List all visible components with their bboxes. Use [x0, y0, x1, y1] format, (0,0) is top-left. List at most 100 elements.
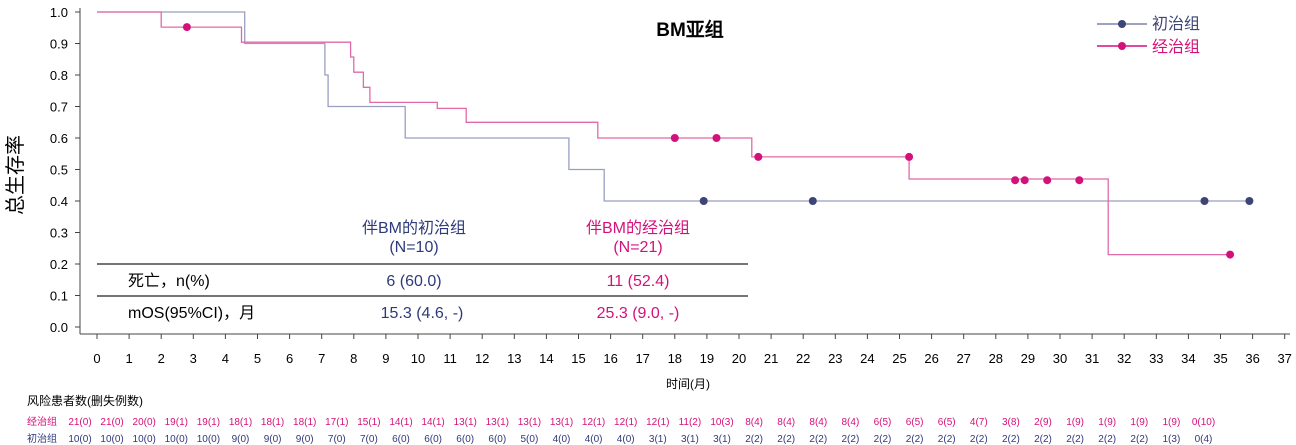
- risk-cell: 5(0): [521, 434, 539, 445]
- risk-cell: 18(1): [229, 417, 252, 428]
- risk-cell: 2(2): [809, 434, 827, 445]
- x-tick-label: 7: [318, 351, 325, 366]
- x-tick-label: 28: [989, 351, 1003, 366]
- risk-cell: 15(1): [357, 417, 380, 428]
- risk-cell: 19(1): [197, 417, 220, 428]
- risk-cell: 4(7): [970, 417, 988, 428]
- risk-cell: 2(2): [1002, 434, 1020, 445]
- risk-row-label: 经治组: [27, 415, 57, 428]
- series-layer: [97, 11, 1254, 259]
- survival-curve-treated: [97, 11, 1231, 256]
- summary-row-death-v2: 11 (52.4): [607, 273, 670, 290]
- risk-cell: 2(2): [842, 434, 860, 445]
- risk-cell: 11(2): [679, 417, 702, 428]
- x-tick-label: 25: [892, 351, 906, 366]
- risk-cell: 10(3): [710, 417, 733, 428]
- y-tick-label: 0.7: [50, 100, 68, 115]
- summary-row-death-v1: 6 (60.0): [386, 273, 441, 290]
- x-tick-label: 32: [1117, 351, 1131, 366]
- x-tick-label: 15: [571, 351, 585, 366]
- x-tick-label: 12: [475, 351, 489, 366]
- x-tick-group: 0 1 2 3 4 5 6 7 8 9 10 11 12 13 14 15 16 17 18 19 20 21 22 23 24…: [93, 334, 1292, 366]
- x-tick-label: 20: [732, 351, 746, 366]
- risk-cell: 0(4): [1195, 434, 1213, 445]
- x-tick-label: 30: [1053, 351, 1067, 366]
- risk-table: 经治组 21(0) 21(0) 20(0) 19(1) 19(1) 18(1) 18(1) 18…: [27, 415, 1215, 445]
- risk-cell: 21(0): [68, 417, 91, 428]
- y-tick-label: 0.0: [50, 320, 68, 335]
- risk-cell: 2(2): [745, 434, 763, 445]
- censor-mark-treated: [1011, 176, 1020, 185]
- risk-cell: 12(1): [582, 417, 605, 428]
- risk-cell: 2(2): [777, 434, 795, 445]
- risk-cell: 18(1): [261, 417, 284, 428]
- x-tick-label: 22: [796, 351, 810, 366]
- y-axis-label: 总生存率: [4, 135, 27, 215]
- x-tick-label: 1: [125, 351, 132, 366]
- risk-cell: 9(0): [264, 434, 282, 445]
- summary-row-death-label: 死亡，n(%): [128, 272, 210, 290]
- risk-cell: 6(0): [424, 434, 442, 445]
- x-tick-label: 21: [764, 351, 778, 366]
- risk-cell: 6(0): [392, 434, 410, 445]
- risk-cell: 19(1): [165, 417, 188, 428]
- risk-cell: 8(4): [745, 417, 763, 428]
- risk-cell: 10(0): [165, 434, 188, 445]
- censor-mark-treated: [182, 23, 191, 32]
- risk-cell: 7(0): [360, 434, 378, 445]
- legend-marker-initial: [1118, 20, 1126, 28]
- risk-cell: 9(0): [296, 434, 314, 445]
- legend-label-treated: 经治组: [1152, 38, 1200, 56]
- y-tick-label: 0.2: [50, 257, 68, 272]
- x-tick-label: 27: [956, 351, 970, 366]
- y-tick-group: 0.0 0.1 0.2 0.3 0.4 0.5 0.6 0.7 0.8 0.9 1.0: [50, 5, 80, 335]
- y-tick-label: 0.3: [50, 226, 68, 241]
- risk-cell: 1(9): [1066, 417, 1084, 428]
- risk-cell: 10(0): [100, 434, 123, 445]
- censor-mark-initial: [1245, 197, 1254, 205]
- risk-cell: 2(2): [1066, 434, 1084, 445]
- x-tick-label: 2: [158, 351, 165, 366]
- risk-cell: 10(0): [197, 434, 220, 445]
- risk-cell: 2(2): [1098, 434, 1116, 445]
- censor-mark-treated: [712, 134, 721, 142]
- summary-col2-header: 伴BM的经治组: [586, 219, 690, 237]
- risk-cell: 12(1): [614, 417, 637, 428]
- x-tick-label: 14: [539, 351, 553, 366]
- risk-cell: 0(10): [1192, 417, 1215, 428]
- risk-cell: 13(1): [518, 417, 541, 428]
- x-tick-label: 5: [254, 351, 261, 366]
- y-tick-label: 0.4: [50, 194, 68, 209]
- x-tick-label: 29: [1021, 351, 1035, 366]
- risk-cell: 8(4): [809, 417, 827, 428]
- risk-cell: 14(1): [421, 417, 444, 428]
- risk-cell: 13(1): [486, 417, 509, 428]
- y-tick-label: 0.9: [50, 37, 68, 52]
- censor-mark-treated: [1226, 250, 1235, 259]
- legend: 初治组 经治组: [1097, 15, 1200, 56]
- x-tick-label: 24: [860, 351, 874, 366]
- summary-row-mos-label: mOS(95%CI)，月: [128, 305, 255, 322]
- summary-table: 伴BM的初治组 (N=10) 伴BM的经治组 (N=21) 死亡，n(%) 6 …: [97, 219, 748, 322]
- censor-mark-treated: [1075, 176, 1084, 185]
- risk-cell: 2(2): [1034, 434, 1052, 445]
- censor-mark-treated: [1043, 176, 1052, 185]
- risk-cell: 6(5): [906, 417, 924, 428]
- y-tick-label: 0.8: [50, 68, 68, 83]
- censor-mark-initial: [1200, 197, 1209, 205]
- x-tick-label: 34: [1181, 351, 1195, 366]
- risk-cell: 1(9): [1098, 417, 1116, 428]
- risk-cell: 10(0): [133, 434, 156, 445]
- risk-cell: 1(3): [1163, 434, 1181, 445]
- risk-cell: 9(0): [232, 434, 250, 445]
- x-tick-label: 18: [668, 351, 682, 366]
- x-tick-label: 3: [190, 351, 197, 366]
- risk-table-title: 风险患者数(删失例数): [27, 393, 143, 408]
- risk-cell: 2(2): [970, 434, 988, 445]
- risk-cell: 18(1): [293, 417, 316, 428]
- x-tick-label: 13: [507, 351, 521, 366]
- censor-mark-treated: [754, 152, 763, 161]
- y-tick-label: 0.5: [50, 163, 68, 178]
- x-tick-label: 6: [286, 351, 293, 366]
- censor-mark-treated: [1020, 176, 1029, 185]
